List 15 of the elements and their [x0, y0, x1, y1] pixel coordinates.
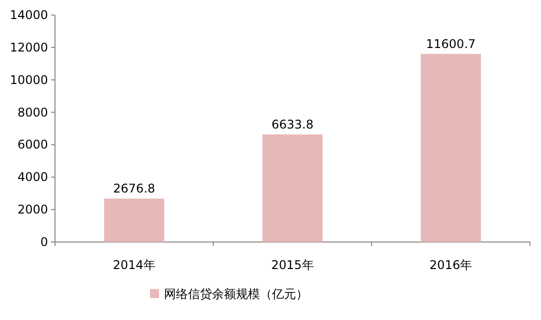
y-tick-label: 4000: [17, 170, 48, 184]
y-tick-label: 2000: [17, 202, 48, 217]
y-tick-label: 10000: [10, 72, 48, 87]
y-tick-label: 8000: [17, 105, 48, 120]
x-tick-label: 2014年: [112, 258, 156, 272]
data-label: 6633.8: [272, 117, 314, 132]
x-tick-label: 2016年: [430, 258, 472, 272]
y-tick-label: 0: [40, 235, 48, 249]
y-tick-label: 6000: [17, 138, 48, 152]
legend-label: 网络信贷余额规模（亿元）: [164, 287, 308, 301]
data-label: 11600.7: [426, 36, 476, 51]
data-label: 2676.8: [113, 182, 156, 196]
x-tick-label: 2015年: [271, 258, 314, 272]
y-tick-label: 14000: [10, 8, 48, 22]
y-tick-label: 12000: [10, 40, 48, 54]
